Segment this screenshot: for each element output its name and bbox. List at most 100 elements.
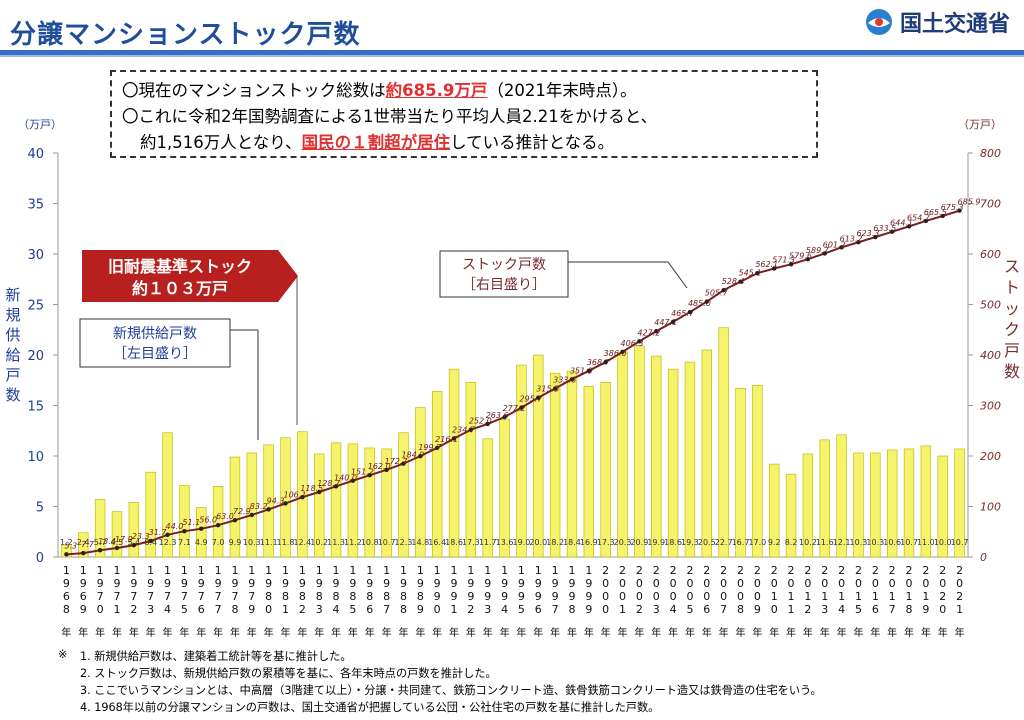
x-tick-label-char: 9 — [63, 577, 70, 590]
x-tick-label-char: 1 — [434, 564, 441, 577]
old-standard-label-2: 約１０３万戸 — [132, 279, 228, 298]
supply-bar-label: 11.2 — [344, 538, 362, 547]
x-tick-label-char: 0 — [619, 577, 626, 590]
stock-point — [81, 550, 86, 556]
stock-point-label: 333.6 — [553, 376, 576, 385]
right-axis-title-char: ス — [1004, 257, 1020, 276]
stock-point — [839, 245, 844, 250]
new-supply-label-2: ［左目盛り］ — [113, 346, 197, 362]
x-tick-suffix: 年 — [230, 626, 240, 639]
stock-point — [451, 436, 457, 441]
supply-bar — [347, 443, 359, 558]
x-tick-label-char: 0 — [653, 590, 660, 603]
x-tick-label-char: 1 — [467, 564, 474, 577]
x-tick-label-char: 9 — [248, 577, 255, 590]
supply-bar-label: 12.1 — [833, 538, 851, 547]
supply-bar-label: 17.3 — [597, 538, 615, 547]
stock-point-label: 447.1 — [654, 318, 677, 327]
stock-point-label: 106.1 — [284, 490, 307, 499]
x-tick-label-char: 3 — [653, 603, 660, 616]
x-tick-label-char: 2 — [906, 564, 913, 577]
supply-bar-label: 11.7 — [479, 538, 497, 547]
stock-point — [485, 421, 490, 427]
x-tick-label-char: 9 — [215, 577, 222, 590]
supply-bar — [280, 437, 291, 558]
stock-point-label: 601.2 — [823, 240, 846, 249]
supply-bar-label: 7.0 — [212, 538, 225, 547]
left-axis-title-char: 戸 — [5, 366, 20, 384]
x-tick-label-char: 8 — [349, 590, 356, 603]
bar-series — [61, 327, 965, 558]
x-tick-suffix: 年 — [870, 626, 880, 639]
x-tick-suffix: 年 — [247, 626, 257, 639]
left-tick-label: 20 — [27, 349, 44, 364]
callout-text: している推計となる。 — [450, 133, 615, 152]
right-tick-label: 300 — [980, 400, 1001, 413]
stock-point-label: 589.7 — [806, 246, 830, 255]
x-tick-label-char: 1 — [282, 564, 289, 577]
x-tick-label-char: 9 — [164, 577, 171, 590]
supply-bar-label: 1.2 — [60, 538, 73, 547]
x-tick-suffix: 年 — [803, 626, 813, 639]
supply-bar — [903, 448, 915, 558]
x-tick-label-char: 2 — [922, 564, 929, 577]
supply-bar — [246, 452, 257, 558]
x-tick-label-char: 9 — [97, 577, 104, 590]
x-tick-label-char: 2 — [670, 564, 677, 577]
x-tick-label-char: 1 — [113, 564, 120, 577]
x-tick-label-char: 1 — [164, 564, 171, 577]
stock-box — [439, 250, 569, 298]
x-tick-label-char: 0 — [906, 577, 913, 590]
x-tick-label-char: 1 — [906, 590, 913, 603]
supply-bar-label: 10.3 — [850, 538, 868, 547]
x-tick-label-char: 2 — [838, 564, 845, 577]
x-tick-label-char: 0 — [720, 590, 727, 603]
supply-bar — [145, 471, 156, 558]
x-tick-label-char: 7 — [231, 590, 238, 603]
x-tick-label-char: 1 — [771, 590, 778, 603]
stock-point — [788, 262, 794, 267]
x-tick-suffix: 年 — [483, 626, 493, 639]
stock-point-label: 685.9 — [958, 198, 981, 207]
x-tick-label-char: 9 — [518, 590, 525, 603]
stock-point-label: 644.1 — [890, 219, 913, 228]
stock-point-label: 505.7 — [705, 289, 729, 298]
x-tick-label-char: 1 — [248, 564, 255, 577]
x-tick-label-char: 0 — [636, 590, 643, 603]
footnote-3: 3. ここでいうマンションとは、中高層（3階建て以上）・分譲・共同建て、鉄筋コン… — [80, 684, 822, 697]
stock-point — [772, 266, 777, 271]
x-tick-label-char: 1 — [804, 590, 811, 603]
x-tick-label-char: 9 — [231, 577, 238, 590]
x-tick-suffix: 年 — [634, 626, 644, 639]
x-tick-suffix: 年 — [651, 626, 661, 639]
stock-point — [704, 299, 709, 304]
stock-point-label: 162.0 — [368, 462, 391, 471]
logo: 国土交通省 — [864, 6, 1010, 38]
supply-bar-label: 7.1 — [178, 538, 191, 547]
x-tick-label-char: 0 — [686, 577, 693, 590]
x-tick-label-char: 2 — [804, 564, 811, 577]
callout-text: 約1,516万人となり、 — [140, 133, 302, 152]
x-tick-label-char: 6 — [366, 603, 373, 616]
stock-point — [536, 395, 541, 400]
x-tick-label-char: 3 — [316, 603, 323, 616]
right-tick-label: 0 — [980, 551, 987, 564]
x-tick-suffix: 年 — [95, 626, 105, 639]
x-tick-label-char: 0 — [434, 603, 441, 616]
x-tick-label-char: 1 — [299, 564, 306, 577]
stock-point-label: 51.1 — [182, 518, 200, 527]
x-tick-label-char: 0 — [956, 577, 963, 590]
x-tick-suffix: 年 — [179, 626, 189, 639]
x-tick-label-char: 1 — [788, 603, 795, 616]
x-tick-label-char: 2 — [771, 564, 778, 577]
supply-bar-label: 4.9 — [195, 538, 208, 547]
logo-text: 国土交通省 — [899, 12, 1010, 37]
x-tick-suffix: 年 — [736, 626, 746, 639]
x-tick-label-char: 7 — [198, 590, 205, 603]
right-tick-label: 800 — [980, 147, 1001, 160]
x-tick-label-char: 6 — [535, 603, 542, 616]
stock-point — [131, 543, 137, 548]
x-tick-label-char: 9 — [181, 577, 188, 590]
left-axis-unit: （万戸） — [18, 118, 62, 131]
x-tick-label-char: 1 — [535, 564, 542, 577]
